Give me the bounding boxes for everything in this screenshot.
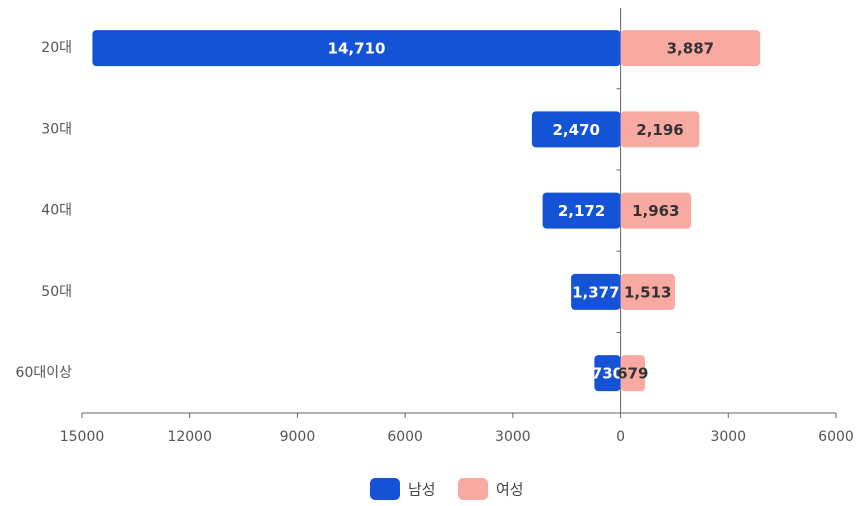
y-tick-label: 40대 (41, 203, 72, 219)
y-tick-label: 50대 (41, 284, 72, 300)
y-tick-label: 60대이상 (16, 365, 73, 381)
value-label: 1,513 (624, 283, 671, 301)
legend-swatch (370, 478, 400, 500)
value-label: 1,963 (632, 202, 679, 220)
x-tick-label: 12000 (167, 429, 212, 445)
x-tick-label: 6000 (818, 429, 854, 445)
legend-swatch (458, 478, 488, 500)
bar (620, 111, 700, 148)
bar (594, 355, 621, 392)
y-tick-label: 20대 (41, 40, 72, 56)
y-tick-label: 30대 (41, 121, 72, 137)
bar (620, 273, 675, 310)
value-label: 2,196 (636, 121, 683, 139)
x-tick-label: 0 (616, 429, 625, 445)
value-label: 3,887 (667, 40, 714, 58)
bar (571, 273, 621, 310)
x-tick-label: 9000 (280, 429, 316, 445)
x-tick-label: 3000 (495, 429, 531, 445)
x-tick-label: 6000 (387, 429, 423, 445)
x-tick-label: 3000 (710, 429, 746, 445)
bar (542, 192, 621, 229)
legend-label: 남성 (408, 481, 436, 499)
value-label: 2,172 (558, 202, 605, 220)
bar (620, 355, 645, 392)
value-label: 2,470 (553, 121, 600, 139)
value-label: 14,710 (328, 40, 386, 58)
value-label: 730 (592, 365, 623, 383)
value-label: 1,377 (572, 283, 619, 301)
bar (92, 30, 621, 67)
legend-label: 여성 (496, 481, 524, 499)
bar (531, 111, 621, 148)
bar (620, 192, 692, 229)
x-tick-label: 15000 (60, 429, 105, 445)
value-label: 679 (617, 365, 648, 383)
bar (620, 30, 761, 67)
